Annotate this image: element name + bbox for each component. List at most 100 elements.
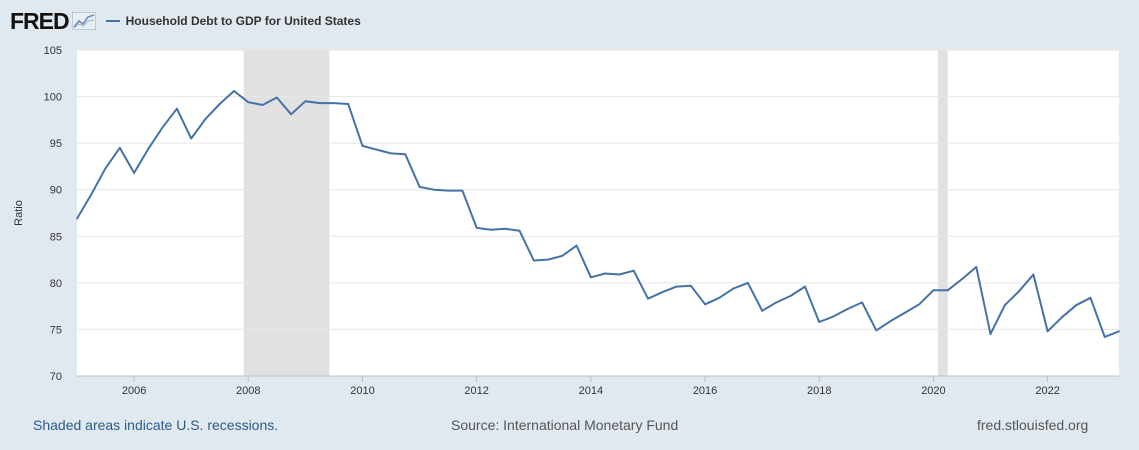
data-point bbox=[989, 333, 992, 335]
recession-band-1 bbox=[938, 50, 948, 376]
data-point bbox=[618, 273, 621, 276]
data-point bbox=[190, 137, 193, 140]
chart-header: FRED Household Debt to GDP for United St… bbox=[10, 8, 361, 34]
data-point bbox=[318, 102, 321, 104]
site-link[interactable]: fred.stlouisfed.org bbox=[977, 417, 1089, 433]
data-point bbox=[889, 320, 892, 322]
data-point bbox=[732, 287, 735, 290]
data-point bbox=[375, 148, 378, 151]
data-point bbox=[104, 167, 107, 170]
data-point bbox=[775, 301, 778, 304]
data-point bbox=[832, 315, 835, 318]
y-tick-label: 105 bbox=[44, 45, 62, 57]
chart-line-icon bbox=[71, 12, 96, 30]
data-point bbox=[1118, 330, 1120, 333]
chart-legend[interactable]: Household Debt to GDP for United States bbox=[105, 14, 361, 28]
data-point bbox=[846, 308, 849, 310]
data-point bbox=[975, 266, 978, 268]
y-axis-title: Ratio bbox=[13, 200, 25, 226]
data-point bbox=[133, 172, 135, 174]
y-tick-label: 70 bbox=[50, 371, 62, 383]
data-point bbox=[689, 284, 692, 287]
data-point bbox=[604, 272, 607, 275]
data-point bbox=[918, 303, 921, 306]
x-tick-label: 2006 bbox=[122, 385, 146, 397]
source-note: Source: International Monetary Fund bbox=[451, 417, 679, 433]
y-tick-label: 95 bbox=[50, 138, 62, 150]
data-point bbox=[118, 146, 121, 149]
x-tick-label: 2018 bbox=[807, 385, 831, 397]
data-point bbox=[304, 100, 307, 103]
y-tick-label: 100 bbox=[44, 92, 62, 104]
data-point bbox=[575, 244, 578, 247]
fred-logo[interactable]: FRED bbox=[10, 8, 96, 35]
data-point bbox=[818, 321, 821, 323]
y-tick-label: 85 bbox=[50, 231, 62, 243]
x-tick-label: 2008 bbox=[236, 385, 260, 397]
data-point bbox=[647, 297, 649, 300]
data-point bbox=[233, 90, 235, 92]
data-point bbox=[404, 153, 407, 156]
data-point bbox=[532, 259, 535, 262]
x-tick-label: 2010 bbox=[350, 385, 374, 397]
data-point bbox=[432, 188, 435, 191]
fred-logo-text: FRED bbox=[10, 7, 70, 34]
data-point bbox=[333, 102, 335, 104]
x-tick-label: 2022 bbox=[1035, 385, 1059, 397]
data-point bbox=[76, 217, 78, 220]
plot-area bbox=[77, 50, 1119, 376]
data-point bbox=[1103, 335, 1106, 338]
data-point bbox=[932, 289, 935, 292]
data-point bbox=[589, 276, 592, 279]
data-point bbox=[218, 103, 221, 105]
y-tick-label: 90 bbox=[50, 185, 62, 197]
legend-swatch bbox=[105, 20, 120, 22]
data-point bbox=[361, 145, 364, 147]
x-tick-label: 2012 bbox=[464, 385, 488, 397]
data-point bbox=[1061, 316, 1063, 319]
data-point bbox=[1003, 304, 1006, 307]
data-point bbox=[1032, 273, 1035, 276]
data-point bbox=[961, 278, 963, 281]
data-point bbox=[461, 189, 464, 192]
data-point bbox=[675, 285, 678, 288]
data-point bbox=[718, 296, 721, 299]
recession-band-0 bbox=[243, 50, 330, 376]
data-point bbox=[390, 152, 392, 155]
data-point bbox=[903, 311, 906, 314]
data-point bbox=[704, 303, 706, 306]
data-point bbox=[861, 301, 863, 304]
data-point bbox=[176, 107, 178, 110]
data-point bbox=[261, 104, 264, 106]
data-point bbox=[1075, 304, 1078, 307]
data-point bbox=[1089, 296, 1092, 299]
data-point bbox=[347, 103, 350, 105]
line-chart[interactable]: 70 75 80 85 90 95 100 105 2006 2008 2010 2012 2014 20… bbox=[0, 40, 1139, 400]
y-tick-label: 75 bbox=[50, 324, 62, 336]
data-point bbox=[946, 289, 949, 292]
data-point bbox=[247, 101, 250, 104]
data-point bbox=[789, 294, 792, 297]
data-point bbox=[661, 291, 664, 294]
data-point bbox=[490, 228, 492, 231]
data-point bbox=[275, 96, 278, 99]
data-point bbox=[561, 254, 564, 257]
data-point bbox=[475, 227, 478, 229]
data-point bbox=[761, 309, 764, 312]
data-point bbox=[875, 329, 878, 332]
data-point bbox=[1018, 290, 1020, 293]
data-point bbox=[632, 269, 635, 272]
x-tick-label: 2016 bbox=[693, 385, 717, 397]
data-point bbox=[290, 113, 293, 116]
legend-label: Household Debt to GDP for United States bbox=[125, 14, 361, 28]
x-tick-label: 2014 bbox=[579, 385, 603, 397]
data-point bbox=[447, 189, 450, 192]
data-point bbox=[90, 193, 93, 196]
data-point bbox=[518, 229, 521, 232]
data-point bbox=[547, 258, 549, 261]
data-point bbox=[204, 118, 207, 120]
series-line bbox=[76, 90, 1120, 338]
y-tick-label: 80 bbox=[50, 278, 62, 290]
data-point bbox=[1046, 330, 1049, 333]
recession-note[interactable]: Shaded areas indicate U.S. recessions. bbox=[33, 417, 279, 433]
